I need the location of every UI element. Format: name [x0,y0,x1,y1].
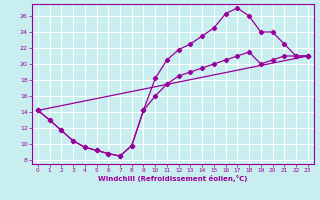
X-axis label: Windchill (Refroidissement éolien,°C): Windchill (Refroidissement éolien,°C) [98,175,247,182]
